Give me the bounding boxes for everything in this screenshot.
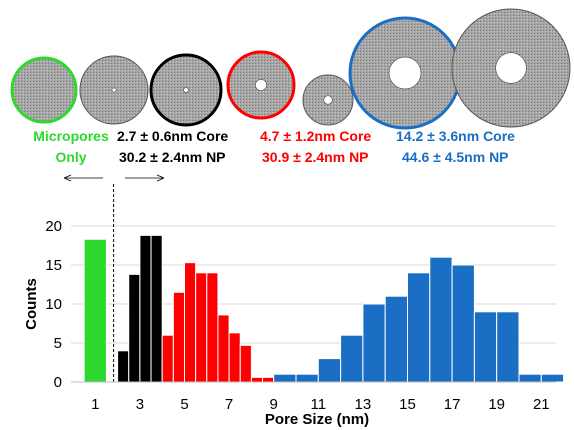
- blue-core-label: 14.2 ± 3.6nm Core: [396, 128, 515, 144]
- x-tick-label: 3: [136, 396, 144, 413]
- left-arrow: [63, 174, 103, 182]
- black-core-label: 2.7 ± 0.6nm Core: [117, 128, 228, 144]
- red-bar: [217, 314, 230, 383]
- red-bar: [262, 376, 275, 383]
- x-tick-labels: 1 3 5 7 9 11 13 15 17 19 21: [91, 396, 550, 413]
- blue-bar: [540, 373, 565, 383]
- x-tick-label: 9: [270, 396, 278, 413]
- blue-bar: [407, 272, 431, 383]
- black-bar: [128, 273, 141, 383]
- particle-diagram: [10, 8, 571, 130]
- x-tick-label: 19: [488, 396, 505, 413]
- blue-bar: [429, 256, 453, 383]
- y-tick-labels: 0 5 10 15 20: [45, 218, 62, 391]
- red-bar: [206, 272, 219, 383]
- y-tick-label: 10: [45, 296, 62, 313]
- right-arrow: [125, 174, 165, 182]
- red-bar: [172, 291, 186, 383]
- black-bar: [150, 234, 163, 383]
- bars: [83, 234, 565, 383]
- blue-bar: [317, 358, 342, 383]
- x-tick-label: 15: [399, 396, 416, 413]
- x-tick-label: 7: [225, 396, 233, 413]
- particle-core-hole: [388, 56, 422, 90]
- black-np-label: 30.2 ± 2.4nm NP: [119, 149, 226, 165]
- particle-core-hole: [183, 87, 189, 93]
- red-bar: [161, 334, 174, 383]
- red-np-label: 30.9 ± 2.4nm NP: [262, 149, 369, 165]
- blue-bar: [362, 303, 386, 383]
- blue-np-label: 44.6 ± 4.5nm NP: [402, 149, 509, 165]
- particle-core-hole: [111, 87, 117, 93]
- blue-bar: [295, 373, 319, 383]
- red-bar: [239, 344, 252, 383]
- x-tick-label: 11: [311, 396, 327, 413]
- y-tick-label: 5: [54, 335, 62, 352]
- blue-bar: [518, 373, 542, 383]
- x-tick-label: 21: [533, 396, 550, 413]
- x-tick-label: 17: [444, 396, 461, 413]
- blue-bar: [384, 295, 409, 383]
- red-bar: [195, 272, 208, 383]
- red-core-label: 4.7 ± 1.2nm Core: [260, 128, 371, 144]
- particle-core-hole: [495, 52, 527, 84]
- blue-bar: [496, 311, 520, 383]
- blue-bar: [340, 334, 364, 383]
- black-bar: [139, 234, 152, 383]
- black-bar: [117, 350, 130, 383]
- micropores-label-line2: Only: [55, 149, 86, 165]
- x-axis-title: Pore Size (nm): [265, 411, 369, 428]
- y-tick-label: 0: [54, 374, 62, 391]
- micropores-label-line1: Micropores: [33, 128, 109, 144]
- y-tick-label: 20: [45, 218, 62, 235]
- x-tick-label: 5: [180, 396, 188, 413]
- particle-core-hole: [255, 79, 267, 91]
- blue-bar: [473, 311, 498, 383]
- red-bar: [250, 376, 264, 383]
- micropores-only-particle: [10, 56, 78, 124]
- y-tick-label: 15: [45, 257, 62, 274]
- red-bar: [184, 262, 197, 383]
- x-tick-label: 13: [355, 396, 372, 413]
- blue-bar: [273, 373, 297, 383]
- blue-bar: [451, 264, 475, 383]
- green-bar: [83, 238, 107, 383]
- red-bar: [228, 332, 241, 383]
- particle-core-hole: [323, 95, 333, 105]
- y-axis-title: Counts: [23, 278, 40, 330]
- x-tick-label: 1: [91, 396, 99, 413]
